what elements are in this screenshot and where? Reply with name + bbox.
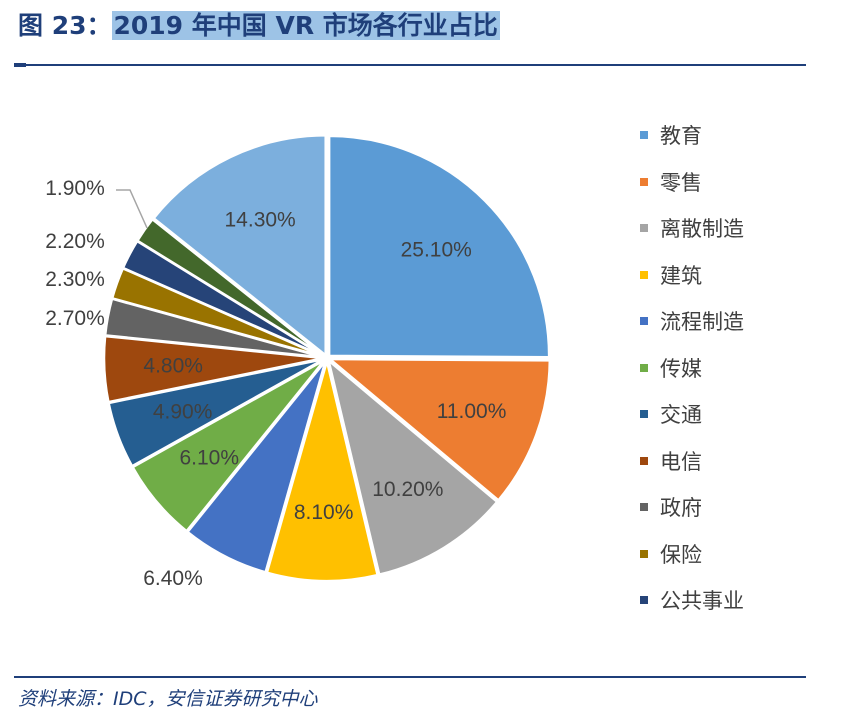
data-label: 10.20%	[372, 478, 443, 501]
legend-swatch	[640, 224, 648, 233]
legend-item: 流程制造	[640, 298, 744, 345]
pie-slice-零售	[326, 357, 552, 503]
figure-number: 图 23：	[18, 11, 112, 40]
legend-swatch	[640, 410, 648, 419]
legend-swatch	[640, 456, 648, 465]
legend-label: 建筑	[660, 263, 702, 288]
data-label: 8.10%	[294, 501, 354, 524]
figure-title-text: 2019 年中国 VR 市场各行业占比	[111, 11, 500, 40]
data-label: 14.30%	[225, 208, 296, 231]
figure-title: 图 23：2019 年中国 VR 市场各行业占比	[18, 6, 500, 42]
data-label: 6.10%	[179, 446, 239, 469]
legend-label: 公共事业	[660, 589, 744, 614]
legend-label: 交通	[660, 403, 702, 428]
legend-swatch	[640, 317, 648, 326]
legend-item: 电信	[640, 438, 744, 485]
legend-swatch	[640, 596, 648, 605]
legend-item: 零售	[640, 159, 744, 206]
source-note: 资料来源：IDC，安信证券研究中心	[18, 688, 318, 710]
legend-item: 政府	[640, 484, 744, 531]
legend-label: 零售	[660, 170, 702, 195]
legend-label: 保险	[660, 542, 702, 567]
legend-item: 传媒	[640, 345, 744, 392]
pie-slice-unlabeled-12	[151, 134, 327, 358]
pie-slice-建筑	[265, 356, 380, 583]
legend-item: 离散制造	[640, 205, 744, 252]
legend-swatch	[640, 503, 648, 512]
legend-item: 教育	[640, 112, 744, 159]
data-label: 2.70%	[45, 307, 105, 330]
bottom-divider	[14, 676, 806, 678]
data-label: 1.90%	[45, 177, 105, 200]
legend-item: 保险	[640, 531, 744, 578]
legend-item: 建筑	[640, 252, 744, 299]
legend-swatch	[640, 177, 648, 186]
pie-slice-unlabeled-11	[135, 217, 326, 358]
legend-item: 公共事业	[640, 577, 744, 624]
legend-label: 流程制造	[660, 310, 744, 335]
pie-slice-离散制造	[326, 357, 499, 577]
data-label: 2.30%	[45, 268, 105, 291]
pie-slice-教育	[327, 134, 551, 359]
legend-label: 电信	[660, 449, 702, 474]
legend-swatch	[640, 363, 648, 372]
top-divider	[14, 64, 806, 66]
legend: 教育零售离散制造建筑流程制造传媒交通电信政府保险公共事业	[640, 112, 744, 624]
legend-swatch	[640, 549, 648, 558]
data-label: 11.00%	[437, 400, 507, 423]
data-label: 4.90%	[153, 401, 213, 424]
legend-item: 交通	[640, 391, 744, 438]
data-label: 6.40%	[143, 567, 203, 590]
legend-swatch	[640, 131, 648, 140]
legend-label: 离散制造	[660, 217, 744, 242]
legend-label: 政府	[660, 496, 702, 521]
leader-line	[116, 189, 148, 229]
data-label: 2.20%	[45, 230, 105, 253]
data-label: 4.80%	[143, 355, 203, 378]
legend-swatch	[640, 270, 648, 279]
legend-label: 传媒	[660, 356, 702, 381]
pie-slice-流程制造	[185, 359, 327, 574]
data-label: 25.10%	[401, 238, 472, 261]
legend-label: 教育	[660, 124, 702, 149]
top-divider-tick	[14, 63, 26, 67]
